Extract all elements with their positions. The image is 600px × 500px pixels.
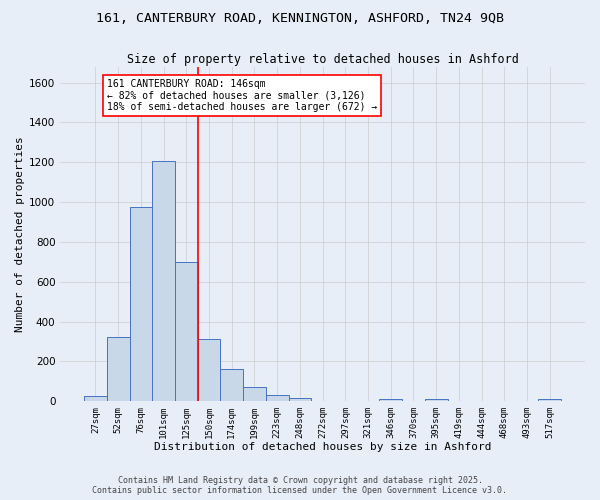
Bar [289, 398, 311, 401]
Y-axis label: Number of detached properties: Number of detached properties [15, 136, 25, 332]
Bar [425, 399, 448, 401]
Text: 161, CANTERBURY ROAD, KENNINGTON, ASHFORD, TN24 9QB: 161, CANTERBURY ROAD, KENNINGTON, ASHFOR… [96, 12, 504, 26]
Bar [266, 395, 289, 401]
Bar [243, 388, 266, 401]
Text: 161 CANTERBURY ROAD: 146sqm
← 82% of detached houses are smaller (3,126)
18% of : 161 CANTERBURY ROAD: 146sqm ← 82% of det… [107, 78, 377, 112]
Bar [220, 370, 243, 401]
Bar [152, 162, 175, 401]
Bar [198, 340, 220, 401]
Bar [538, 399, 561, 401]
Bar [107, 336, 130, 401]
Text: Contains HM Land Registry data © Crown copyright and database right 2025.
Contai: Contains HM Land Registry data © Crown c… [92, 476, 508, 495]
Bar [84, 396, 107, 401]
Bar [175, 262, 198, 401]
Bar [130, 207, 152, 401]
X-axis label: Distribution of detached houses by size in Ashford: Distribution of detached houses by size … [154, 442, 491, 452]
Title: Size of property relative to detached houses in Ashford: Size of property relative to detached ho… [127, 52, 518, 66]
Bar [379, 399, 402, 401]
